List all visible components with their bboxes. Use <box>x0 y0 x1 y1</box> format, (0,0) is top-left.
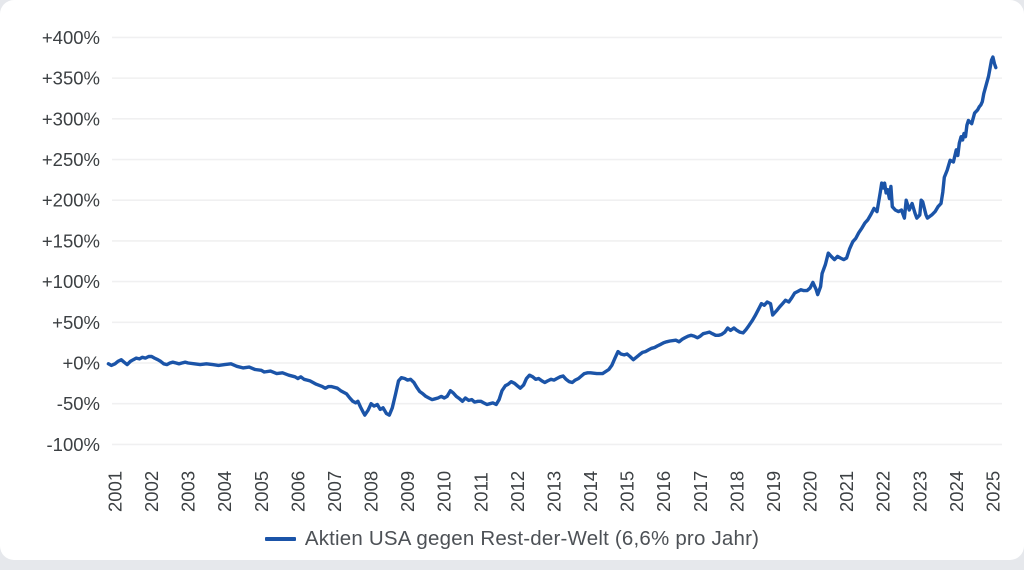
svg-text:-50%: -50% <box>57 393 100 414</box>
svg-text:2014: 2014 <box>580 471 601 512</box>
x-axis-tick-labels: 2001 2002 2003 2004 2005 2006 2007 2008 2009 2010… <box>105 471 1004 512</box>
svg-text:+250%: +250% <box>42 149 100 170</box>
series-line <box>106 55 998 417</box>
svg-text:2011: 2011 <box>470 472 491 512</box>
svg-text:+0%: +0% <box>62 353 100 374</box>
svg-text:2016: 2016 <box>653 471 674 512</box>
svg-text:2023: 2023 <box>909 471 930 512</box>
svg-text:2025: 2025 <box>982 471 1003 512</box>
svg-text:2012: 2012 <box>507 471 528 512</box>
svg-text:2021: 2021 <box>836 471 857 512</box>
svg-text:+300%: +300% <box>42 108 100 129</box>
svg-text:+400%: +400% <box>42 27 100 48</box>
svg-text:2015: 2015 <box>617 471 638 512</box>
svg-text:2004: 2004 <box>214 471 235 512</box>
svg-text:2005: 2005 <box>251 471 272 512</box>
svg-text:+100%: +100% <box>42 271 100 292</box>
svg-text:2010: 2010 <box>434 471 455 512</box>
svg-text:+350%: +350% <box>42 68 100 89</box>
svg-text:2018: 2018 <box>726 471 747 512</box>
legend-line-marker <box>264 537 296 541</box>
chart-legend[interactable]: Aktien USA gegen Rest-der-Welt (6,6% pro… <box>0 527 1024 551</box>
svg-text:+50%: +50% <box>52 312 100 333</box>
svg-text:2013: 2013 <box>543 471 564 512</box>
svg-text:+200%: +200% <box>42 190 100 211</box>
svg-text:2008: 2008 <box>361 471 382 512</box>
svg-text:2003: 2003 <box>178 471 199 512</box>
svg-text:2002: 2002 <box>141 471 162 512</box>
svg-text:2017: 2017 <box>690 471 711 512</box>
svg-text:2020: 2020 <box>800 471 821 512</box>
svg-text:-100%: -100% <box>47 434 100 455</box>
legend-series-label: Aktien USA gegen Rest-der-Welt (6,6% pro… <box>304 527 760 550</box>
gridlines <box>112 36 1002 446</box>
svg-text:2006: 2006 <box>287 471 308 512</box>
y-axis-tick-labels: +400% +350% +300% +250% +200% +150% +100% +50% +… <box>42 27 100 455</box>
svg-text:2019: 2019 <box>763 471 784 512</box>
svg-text:2001: 2001 <box>105 471 126 512</box>
svg-text:2009: 2009 <box>397 471 418 512</box>
svg-text:2007: 2007 <box>324 471 345 512</box>
svg-text:2022: 2022 <box>873 471 894 512</box>
svg-text:+150%: +150% <box>42 230 100 251</box>
svg-text:2024: 2024 <box>946 471 967 512</box>
